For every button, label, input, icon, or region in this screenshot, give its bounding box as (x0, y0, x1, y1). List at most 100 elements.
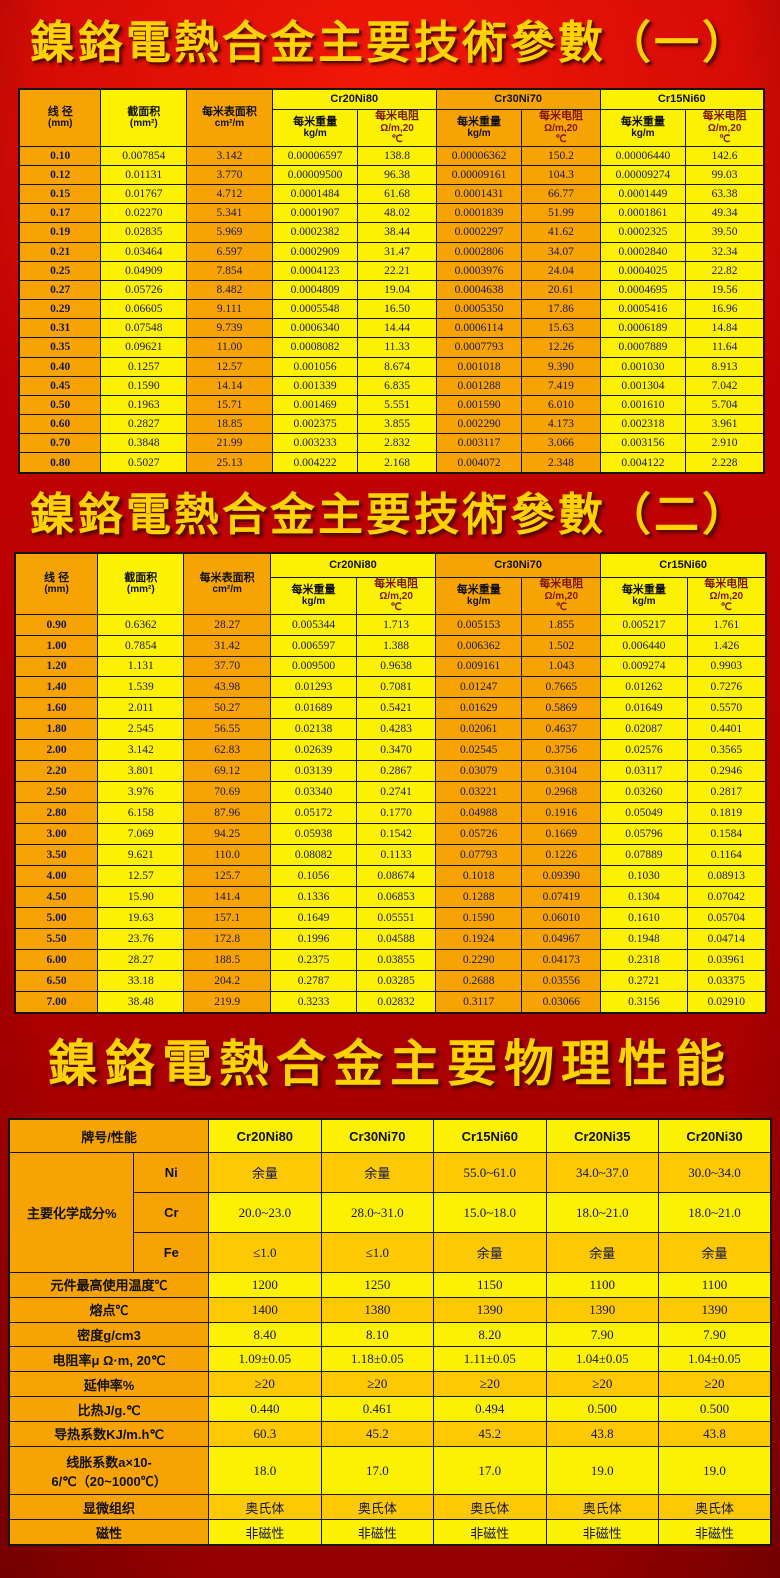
table-cell: 31.42 (183, 634, 271, 657)
table-cell: 4.712 (186, 183, 273, 205)
table-cell: 32.34 (685, 241, 765, 262)
table-cell: 0.009161 (435, 655, 523, 678)
table-cell: 18.0~21.0 (658, 1192, 772, 1233)
table-cell: 0.06853 (356, 885, 437, 908)
table-cell: 49.34 (685, 203, 765, 224)
table-cell: 0.05704 (686, 906, 767, 929)
table-cell: 12.26 (521, 337, 601, 358)
table-cell: 0.1916 (521, 802, 602, 825)
table-cell: 34.07 (521, 241, 601, 262)
table-cell: 1100 (658, 1272, 772, 1298)
table-cell: 0.80 (18, 452, 102, 474)
alloy-column-header: Cr20Ni35 (545, 1118, 660, 1153)
table-cell: 0.001610 (599, 394, 687, 416)
table-cell: 0.04909 (100, 260, 188, 281)
alloy-group-header: Cr15Ni60 (599, 88, 765, 110)
table-cell: 0.1963 (100, 394, 188, 416)
table-cell: 0.7081 (356, 676, 437, 699)
column-header-grade-property: 牌号/性能 (8, 1118, 210, 1153)
column-header-cross-section-line: 截面积 (124, 571, 158, 584)
alloy-group-header-line: Cr30Ni70 (494, 93, 542, 106)
table-cell: 1390 (433, 1296, 547, 1323)
table-cell: 0.02270 (100, 203, 188, 224)
table-cell: 0.05726 (435, 823, 523, 845)
table-cell: 0.001304 (599, 375, 687, 396)
table-cell: 0.04588 (356, 927, 437, 950)
table-cell: 43.8 (658, 1420, 772, 1447)
table-cell: 7.854 (186, 260, 273, 281)
property-label: 显微组织 (8, 1494, 210, 1521)
table-cell: 0.7665 (521, 676, 602, 699)
table-cell: 28.27 (183, 613, 271, 636)
table-cell: 0.01629 (435, 697, 523, 720)
table-cell: 0.07042 (686, 885, 767, 908)
table-cell: 18.85 (186, 414, 273, 435)
table-cell: 7.90 (545, 1321, 660, 1348)
column-header-resistance-line: ℃ (391, 134, 403, 146)
property-row: 密度g/cm3 8.40 8.10 8.20 7.90 7.90 (8, 1321, 772, 1348)
column-header-resistance: 每米电阻 Ω/m,20 ℃ (356, 577, 437, 615)
table-cell: 60.3 (208, 1420, 322, 1447)
table-cell: 0.70 (18, 433, 102, 454)
table-cell: 66.77 (521, 183, 601, 205)
table-cell: 0.003117 (435, 433, 523, 454)
table-cell: 0.1030 (600, 864, 688, 887)
column-header-surface-area-line: 每米表面积 (201, 105, 257, 118)
column-header-resistance-line: 每米电阻 (702, 110, 747, 122)
table-cell: 11.00 (186, 337, 273, 358)
table-cell: 0.0005548 (271, 299, 359, 320)
column-header-resistance-line: ℃ (555, 602, 567, 614)
table-row: 6.00 28.27 188.5 0.2375 0.03855 0.2290 0.04173… (14, 948, 767, 971)
table-cell: ≥20 (545, 1371, 660, 1398)
table-cell: 0.21 (18, 241, 102, 262)
table-cell: 38.44 (357, 222, 437, 243)
table-cell: 28.27 (97, 948, 185, 971)
table-cell: 188.5 (183, 948, 271, 971)
table-row: 2.50 3.976 70.69 0.03340 0.2741 0.03221 0.2968… (14, 781, 767, 804)
table-cell: 0.1257 (100, 356, 188, 377)
column-header-weight: 每米重量 kg/m (271, 109, 359, 147)
section-title-physical: 鎳鉻電熱合金主要物理性能 (48, 1034, 732, 1093)
table-cell: 0.08674 (356, 864, 437, 887)
column-header-surface-area-line: 每米表面积 (199, 571, 255, 584)
table-row: 2.20 3.801 69.12 0.03139 0.2867 0.03079 0.3104… (14, 760, 767, 783)
table-cell: 0.10 (18, 145, 102, 166)
table-cell: 0.3848 (100, 433, 188, 454)
table-cell: 43.98 (183, 676, 271, 699)
table-cell: 3.00 (14, 823, 99, 845)
table-cell: 204.2 (183, 969, 271, 992)
column-header-grade-property-line: 牌号/性能 (81, 1129, 137, 1145)
column-header-weight-line: 每米重量 (293, 115, 338, 128)
column-header-cross-section: 截面积 (mm²) (100, 88, 188, 147)
table-cell: 0.1226 (521, 843, 602, 866)
table-cell: 0.2375 (269, 948, 358, 971)
table-cell: 0.0005350 (435, 299, 523, 320)
table-cell: 0.0002382 (271, 222, 359, 243)
column-header-weight-line: kg/m (467, 128, 491, 140)
table-cell: 0.3470 (356, 739, 437, 762)
column-header-resistance: 每米电阻 Ω/m,20 ℃ (685, 109, 765, 147)
table-cell: 0.05938 (269, 823, 358, 845)
column-header-cross-section-line: (mm²) (129, 118, 158, 130)
table-cell: 11.33 (357, 337, 437, 358)
table-cell: 0.90 (14, 613, 99, 636)
table-cell: 0.2741 (356, 781, 437, 804)
section-title-params-2: 鎳鉻電熱合金主要技術參數（二） (29, 488, 750, 541)
table-cell: 23.76 (97, 927, 185, 950)
table-cell: 38.48 (97, 990, 185, 1014)
column-header-cross-section-line: (mm²) (126, 584, 155, 596)
table-cell: 0.1819 (686, 802, 767, 825)
table-cell: 0.07889 (600, 843, 688, 866)
table-cell: 0.03556 (521, 969, 602, 992)
table-cell: 非磁性 (433, 1519, 547, 1546)
table-cell: 0.0006340 (271, 318, 359, 339)
table-cell: 0.4637 (521, 718, 602, 741)
table-cell: 0.9638 (356, 655, 437, 678)
table-cell: ≥20 (433, 1371, 547, 1398)
table-cell: 0.001339 (271, 375, 359, 396)
table-cell: 奥氏体 (320, 1494, 435, 1521)
column-header-resistance-line: 每米电阻 (374, 578, 419, 590)
table-cell: 45.2 (433, 1420, 547, 1447)
table-cell: 非磁性 (545, 1519, 660, 1546)
table-cell: 0.31 (18, 318, 102, 339)
